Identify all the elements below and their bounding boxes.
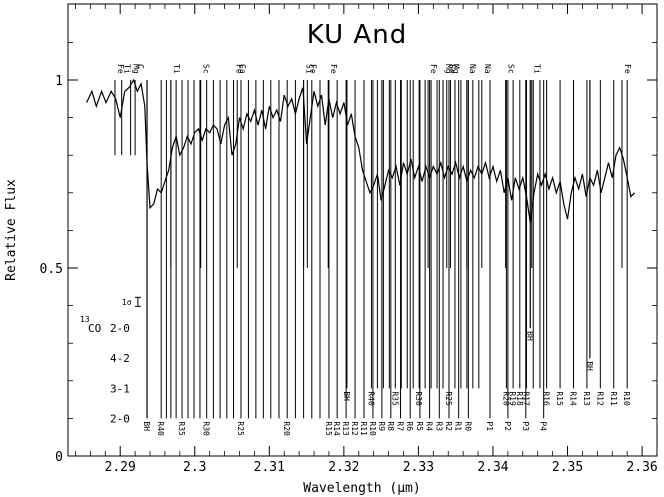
band-line-label-0-29: R10 — [368, 421, 377, 436]
error-bar-label: 1σ — [122, 298, 132, 307]
band-line-label-0-39: R0 — [463, 421, 472, 431]
band-line-label-0-26: R13 — [341, 421, 350, 436]
feature-label-19: Fe — [623, 64, 632, 74]
band-line-label-0-41: P2 — [503, 421, 512, 431]
plot-frame — [67, 3, 658, 457]
band-label-2: 4-2 — [110, 352, 130, 365]
axes: 2.29 2.3 2.31 2.32 2.33 2.34 2.35 2.36 0 0.5 1 — [40, 4, 658, 475]
band-line-label-0-4: R35 — [177, 421, 186, 436]
band-line-label-0-37: R2 — [444, 421, 453, 431]
band-head-label-2: BH — [585, 361, 594, 371]
band-line-label-1-31: R10 — [622, 391, 631, 406]
band-line-label-1-20: R19 — [508, 391, 517, 406]
band-line-label-0-31: R8 — [386, 421, 395, 431]
band-label-0: 2-0 — [110, 412, 130, 425]
x-tick-label-7: 2.36 — [626, 460, 657, 475]
chart-title: KU And — [307, 20, 407, 50]
feature-label-12: Mg — [444, 64, 453, 74]
spectrum-line-0 — [86, 78, 636, 223]
y-tick-label-1: 0.5 — [40, 262, 63, 277]
band-label-prefix-3: 13 — [80, 315, 90, 324]
feature-label-15: Na — [468, 64, 477, 74]
band-line-label-1-30: R11 — [609, 391, 618, 406]
band-line-label-0-36: R3 — [434, 421, 443, 431]
y-tick-label-2: 1 — [55, 74, 63, 89]
feature-label-6: Fe — [235, 64, 244, 74]
band-line-label-1-13: R25 — [444, 391, 453, 406]
band-line-label-1-26: R15 — [555, 391, 564, 406]
feature-label-0: Fe — [116, 64, 125, 74]
band-line-label-0-13: R25 — [236, 421, 245, 436]
band-line-label-1-4: R35 — [390, 391, 399, 406]
band-line-label-1-27: R14 — [568, 391, 577, 406]
feature-label-14: Mg — [451, 64, 460, 74]
feature-label-4: Ti — [172, 64, 181, 74]
band-head-label-1: BH — [342, 391, 351, 401]
x-axis-label: Wavelength (μm) — [303, 481, 420, 496]
band-line-label-0-38: R1 — [454, 421, 463, 431]
band-line-label-1-28: R13 — [582, 391, 591, 406]
feature-label-5: Sc — [202, 64, 211, 74]
band-line-label-0-32: R7 — [396, 421, 405, 431]
band-label-1: 3-1 — [110, 382, 130, 395]
band-line-label-1-0: R40 — [366, 391, 375, 406]
x-tick-label-1: 2.3 — [183, 460, 206, 475]
band-line-label-0-24: R15 — [324, 421, 333, 436]
band-line-label-0-40: P1 — [485, 421, 494, 431]
x-tick-label-6: 2.35 — [552, 460, 583, 475]
band-line-label-0-27: R12 — [350, 421, 359, 436]
x-tick-label-3: 2.32 — [328, 460, 359, 475]
band-label-name-3: CO — [88, 322, 101, 335]
band-line-label-0-0: R40 — [156, 421, 165, 436]
band-line-label-0-30: R9 — [377, 421, 386, 431]
band-line-label-1-29: R12 — [595, 391, 604, 406]
band-line-label-1-21: R18 — [515, 391, 524, 406]
band-line-label-1-8: R30 — [414, 391, 423, 406]
feature-label-1: Ti — [123, 64, 132, 74]
band-line-label-0-42: P3 — [521, 421, 530, 431]
feature-label-18: Ti — [533, 64, 542, 74]
feature-label-2: Mg — [132, 64, 141, 74]
feature-label-7: Ca — [238, 64, 247, 74]
co-band-markers: 2-0BH R40 R35 R30 R25 R20 R15 R14 R13 R12 R11 R10 R9… — [80, 80, 631, 436]
feature-label-3: C — [136, 64, 145, 69]
band-label-3: 2-0 — [110, 322, 130, 335]
feature-label-16: Na — [483, 64, 492, 74]
feature-label-11: Fe — [429, 64, 438, 74]
feature-label-9: Fe — [308, 64, 317, 74]
spectrum-series — [86, 78, 636, 223]
band-line-label-0-28: R11 — [359, 421, 368, 436]
band-line-label-1-19: R20 — [501, 391, 510, 406]
x-tick-label-0: 2.29 — [105, 460, 136, 475]
band-line-label-0-19: R20 — [282, 421, 291, 436]
x-tick-label-5: 2.34 — [477, 460, 508, 475]
band-line-label-0-33: R6 — [405, 421, 414, 431]
band-head-label-3: BH — [525, 331, 534, 341]
feature-label-13: Fe — [448, 64, 457, 74]
band-line-label-1-22: R17 — [522, 391, 531, 406]
band-line-label-0-8: R30 — [202, 421, 211, 436]
feature-label-17: Sc — [507, 64, 516, 74]
feature-label-8: Si — [305, 64, 314, 74]
feature-label-10: Fe — [329, 64, 338, 74]
band-line-label-0-35: R4 — [425, 421, 434, 431]
band-line-label-1-25: R16 — [542, 391, 551, 406]
band-line-label-0-43: P4 — [539, 421, 548, 431]
x-tick-label-2: 2.31 — [254, 460, 285, 475]
y-axis-label: Relative Flux — [4, 179, 19, 281]
band-head-label-0: BH — [142, 421, 151, 431]
x-tick-label-4: 2.33 — [403, 460, 434, 475]
y-tick-label-0: 0 — [55, 450, 63, 465]
band-line-label-0-25: R14 — [332, 421, 341, 436]
error-bar: 1σ — [122, 296, 141, 307]
band-line-label-0-34: R5 — [415, 421, 424, 431]
